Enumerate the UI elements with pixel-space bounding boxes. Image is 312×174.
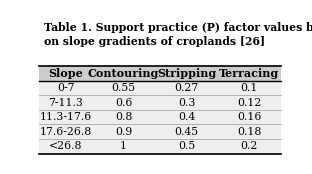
Text: 11.3-17.6: 11.3-17.6 xyxy=(40,112,92,122)
Text: 0.3: 0.3 xyxy=(178,98,195,108)
Bar xyxy=(39,66,281,81)
Bar xyxy=(39,124,281,139)
Text: 0.27: 0.27 xyxy=(174,83,199,93)
Text: 0.55: 0.55 xyxy=(112,83,136,93)
Text: <26.8: <26.8 xyxy=(49,141,82,151)
Text: 0.45: 0.45 xyxy=(174,127,198,137)
Text: 0.12: 0.12 xyxy=(237,98,261,108)
Text: Stripping: Stripping xyxy=(157,68,216,79)
Text: 0.1: 0.1 xyxy=(241,83,258,93)
Text: 1: 1 xyxy=(120,141,127,151)
Text: 0.6: 0.6 xyxy=(115,98,132,108)
Text: 0.2: 0.2 xyxy=(241,141,258,151)
Text: 0.18: 0.18 xyxy=(237,127,261,137)
Bar xyxy=(39,139,281,153)
Text: Terracing: Terracing xyxy=(219,68,280,79)
Text: 0.5: 0.5 xyxy=(178,141,195,151)
Text: 0.4: 0.4 xyxy=(178,112,195,122)
Text: Contouring: Contouring xyxy=(88,68,159,79)
Text: Slope: Slope xyxy=(48,68,83,79)
Bar xyxy=(39,81,281,96)
Text: 7-11.3: 7-11.3 xyxy=(48,98,83,108)
Text: 0.9: 0.9 xyxy=(115,127,132,137)
Text: 17.6-26.8: 17.6-26.8 xyxy=(40,127,92,137)
Text: 0-7: 0-7 xyxy=(57,83,74,93)
Bar xyxy=(39,96,281,110)
Text: 0.16: 0.16 xyxy=(237,112,261,122)
Bar xyxy=(39,110,281,124)
Text: Table 1. Support practice (P) factor values based
on slope gradients of cropland: Table 1. Support practice (P) factor val… xyxy=(44,22,312,47)
Text: 0.8: 0.8 xyxy=(115,112,132,122)
